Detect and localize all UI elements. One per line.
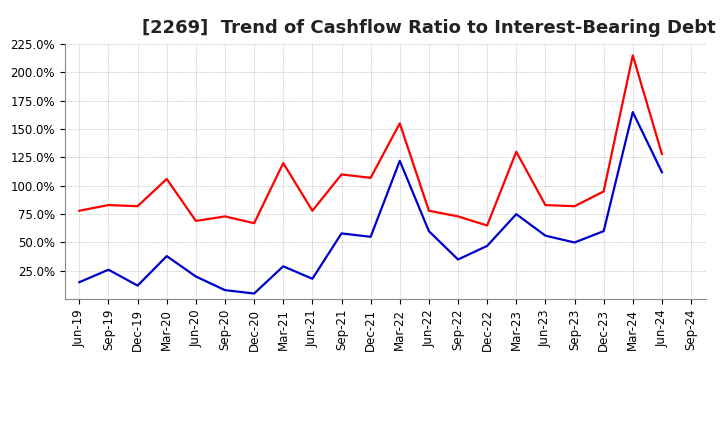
Free CF to Interest-Bearing Debt (483, 243, 492, 249)
Operating CF to Interest-Bearing Debt (279, 161, 287, 166)
Operating CF to Interest-Bearing Debt (395, 121, 404, 126)
Operating CF to Interest-Bearing Debt (483, 223, 492, 228)
Operating CF to Interest-Bearing Debt (570, 204, 579, 209)
Free CF to Interest-Bearing Debt (395, 158, 404, 164)
Operating CF to Interest-Bearing Debt (220, 214, 229, 219)
Operating CF to Interest-Bearing Debt (657, 151, 666, 157)
Free CF to Interest-Bearing Debt (250, 291, 258, 296)
Operating CF to Interest-Bearing Debt (541, 202, 550, 208)
Free CF to Interest-Bearing Debt (308, 276, 317, 282)
Operating CF to Interest-Bearing Debt (629, 53, 637, 58)
Free CF to Interest-Bearing Debt (657, 169, 666, 175)
Operating CF to Interest-Bearing Debt (104, 202, 113, 208)
Free CF to Interest-Bearing Debt (133, 283, 142, 288)
Line: Free CF to Interest-Bearing Debt: Free CF to Interest-Bearing Debt (79, 112, 662, 293)
Operating CF to Interest-Bearing Debt (454, 214, 462, 219)
Free CF to Interest-Bearing Debt (599, 228, 608, 234)
Free CF to Interest-Bearing Debt (337, 231, 346, 236)
Free CF to Interest-Bearing Debt (454, 257, 462, 262)
Operating CF to Interest-Bearing Debt (192, 218, 200, 224)
Free CF to Interest-Bearing Debt (104, 267, 113, 272)
Operating CF to Interest-Bearing Debt (599, 189, 608, 194)
Operating CF to Interest-Bearing Debt (308, 208, 317, 213)
Free CF to Interest-Bearing Debt (629, 110, 637, 115)
Operating CF to Interest-Bearing Debt (366, 175, 375, 180)
Operating CF to Interest-Bearing Debt (75, 208, 84, 213)
Free CF to Interest-Bearing Debt (220, 287, 229, 293)
Free CF to Interest-Bearing Debt (512, 212, 521, 217)
Free CF to Interest-Bearing Debt (366, 234, 375, 239)
Operating CF to Interest-Bearing Debt (425, 208, 433, 213)
Free CF to Interest-Bearing Debt (163, 253, 171, 259)
Free CF to Interest-Bearing Debt (279, 264, 287, 269)
Free CF to Interest-Bearing Debt (541, 233, 550, 238)
Text: [2269]  Trend of Cashflow Ratio to Interest-Bearing Debt: [2269] Trend of Cashflow Ratio to Intere… (142, 19, 716, 37)
Operating CF to Interest-Bearing Debt (250, 220, 258, 226)
Free CF to Interest-Bearing Debt (425, 228, 433, 234)
Operating CF to Interest-Bearing Debt (163, 176, 171, 182)
Free CF to Interest-Bearing Debt (192, 274, 200, 279)
Operating CF to Interest-Bearing Debt (133, 204, 142, 209)
Free CF to Interest-Bearing Debt (570, 240, 579, 245)
Line: Operating CF to Interest-Bearing Debt: Operating CF to Interest-Bearing Debt (79, 55, 662, 225)
Operating CF to Interest-Bearing Debt (337, 172, 346, 177)
Operating CF to Interest-Bearing Debt (512, 149, 521, 154)
Free CF to Interest-Bearing Debt (75, 279, 84, 285)
